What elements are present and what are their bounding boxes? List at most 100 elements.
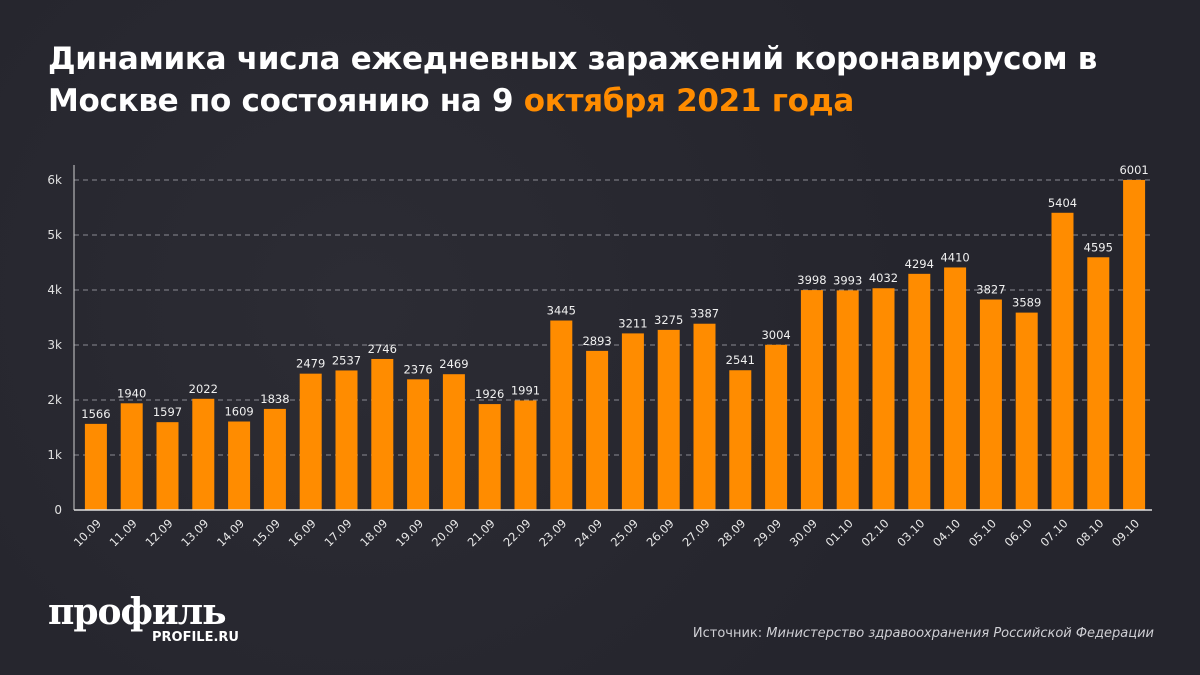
data-label: 3993: [833, 273, 862, 287]
bar: [586, 350, 609, 510]
x-tick-label: 21.09: [465, 516, 498, 549]
x-tick-label: 13.09: [178, 516, 211, 549]
x-tick-label: 23.09: [536, 516, 569, 549]
x-tick-label: 08.10: [1073, 516, 1106, 549]
data-label: 4595: [1084, 240, 1113, 254]
y-tick-label: 0: [54, 503, 62, 517]
bar: [944, 267, 967, 510]
bar: [693, 323, 716, 510]
data-label: 3211: [618, 316, 647, 330]
data-label: 1838: [260, 392, 289, 406]
bar: [657, 329, 680, 510]
bar: [84, 423, 107, 510]
bar: [872, 288, 895, 510]
bar: [800, 290, 823, 510]
x-tick-label: 04.10: [930, 516, 963, 549]
data-label: 2469: [439, 357, 468, 371]
data-label: 6001: [1119, 163, 1148, 177]
x-tick-label: 05.10: [966, 516, 999, 549]
x-tick-label: 09.10: [1109, 516, 1142, 549]
data-label: 2746: [368, 342, 397, 356]
data-label: 3275: [654, 313, 683, 327]
bar: [478, 404, 501, 510]
bar: [550, 320, 573, 510]
logo-url: PROFILE.RU: [152, 630, 239, 645]
x-tick-label: 16.09: [286, 516, 319, 549]
bar: [299, 373, 322, 510]
x-tick-label: 30.09: [787, 516, 820, 549]
x-tick-label: 14.09: [214, 516, 247, 549]
x-tick-label: 15.09: [250, 516, 283, 549]
x-tick-label: 11.09: [107, 516, 140, 549]
y-tick-label: 5k: [47, 228, 62, 242]
data-label: 3589: [1012, 296, 1041, 310]
x-tick-label: 10.09: [71, 516, 104, 549]
logo: профиль: [48, 591, 227, 633]
x-tick-label: 03.10: [894, 516, 927, 549]
data-label: 1597: [153, 405, 182, 419]
x-tick-label: 29.09: [751, 516, 784, 549]
y-tick-label: 1k: [47, 448, 62, 462]
x-tick-label: 17.09: [321, 516, 354, 549]
source-text: Министерство здравоохранения Российской …: [766, 626, 1154, 641]
x-tick-label: 18.09: [357, 516, 390, 549]
data-label: 5404: [1048, 196, 1077, 210]
x-tick-label: 28.09: [715, 516, 748, 549]
data-label: 3387: [690, 307, 719, 321]
data-label: 2479: [296, 357, 325, 371]
bar: [156, 422, 179, 510]
data-label: 1609: [224, 405, 253, 419]
x-tick-label: 25.09: [608, 516, 641, 549]
bar: [335, 370, 358, 510]
y-tick-label: 6k: [47, 173, 62, 187]
bar: [442, 374, 465, 510]
source-note: Источник: Министерство здравоохранения Р…: [693, 626, 1154, 641]
bar: [1123, 179, 1146, 510]
bar: [371, 358, 394, 510]
bar: [407, 379, 430, 510]
data-label: 4410: [940, 250, 969, 264]
x-tick-label: 02.10: [858, 516, 891, 549]
x-tick-label: 19.09: [393, 516, 426, 549]
page-title: Динамика числа ежедневных заражений коро…: [48, 38, 1200, 122]
bar: [192, 398, 215, 510]
data-label: 4294: [905, 257, 934, 271]
x-tick-label: 01.10: [823, 516, 856, 549]
x-tick-label: 27.09: [679, 516, 712, 549]
data-label: 3998: [797, 273, 826, 287]
bar: [514, 400, 537, 510]
data-label: 3445: [547, 304, 576, 318]
data-label: 2022: [189, 382, 218, 396]
x-tick-label: 24.09: [572, 516, 605, 549]
data-label: 4032: [869, 271, 898, 285]
data-label: 1926: [475, 387, 504, 401]
bar: [729, 370, 752, 510]
x-tick-label: 20.09: [429, 516, 462, 549]
data-label: 3004: [761, 328, 790, 342]
data-label: 3827: [976, 283, 1005, 297]
bar: [979, 299, 1002, 510]
data-label: 1940: [117, 386, 146, 400]
bar: [836, 290, 859, 510]
y-tick-label: 3k: [47, 338, 62, 352]
x-tick-label: 07.10: [1037, 516, 1070, 549]
data-label: 2376: [403, 362, 432, 376]
data-label: 2537: [332, 353, 361, 367]
title-text: Динамика числа ежедневных заражений коро…: [48, 41, 1098, 119]
data-label: 2893: [582, 334, 611, 348]
bar: [120, 403, 143, 510]
bar: [1087, 257, 1110, 510]
data-label: 2541: [726, 353, 755, 367]
bar: [263, 408, 286, 510]
bar: [1051, 212, 1074, 510]
bar: [765, 344, 788, 510]
x-tick-label: 26.09: [644, 516, 677, 549]
bar: [228, 421, 251, 510]
source-label: Источник:: [692, 626, 767, 641]
title-highlight: октября 2021 года: [523, 83, 854, 119]
bar: [1015, 312, 1038, 510]
bar: [908, 273, 931, 510]
data-label: 1991: [511, 383, 540, 397]
y-tick-label: 2k: [47, 393, 62, 407]
